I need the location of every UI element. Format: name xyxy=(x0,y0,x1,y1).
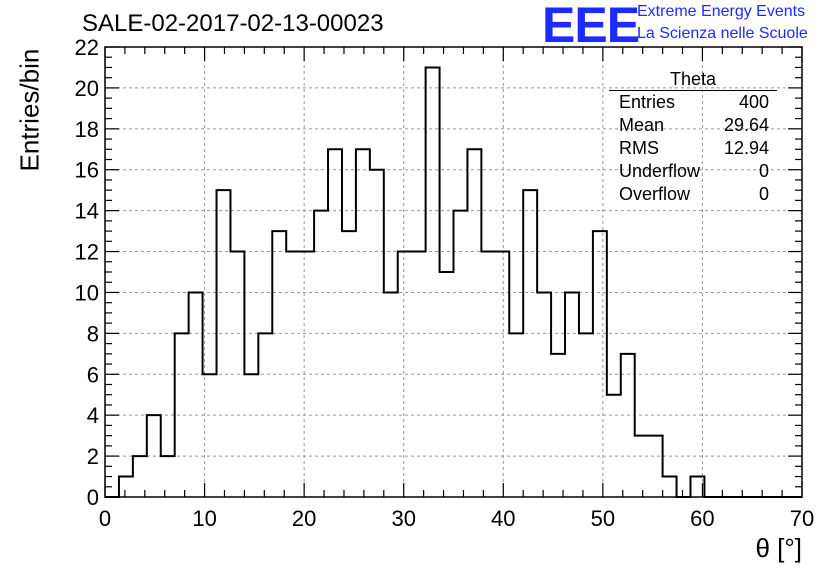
stats-value: 400 xyxy=(738,92,769,112)
histogram-outline xyxy=(105,66,802,498)
logo-tagline-1: Extreme Energy Events xyxy=(637,3,806,20)
stats-value: 29.64 xyxy=(723,115,769,135)
stats-label: Overflow xyxy=(619,184,691,204)
histogram-bin xyxy=(175,333,189,497)
histogram-bin xyxy=(189,292,203,497)
stats-row-mean: Mean 29.64 xyxy=(609,114,777,137)
y-tick-label: 20 xyxy=(75,76,99,101)
axis-ticks xyxy=(104,46,803,498)
histogram-bin xyxy=(258,333,272,497)
y-tick-label: 14 xyxy=(75,199,99,224)
x-tick-label: 70 xyxy=(790,506,814,531)
histogram-bin xyxy=(119,477,133,497)
y-tick-label: 0 xyxy=(87,485,99,510)
stats-row-entries: Entries 400 xyxy=(609,91,777,114)
y-tick-label: 16 xyxy=(75,158,99,183)
histogram-bin xyxy=(203,374,217,497)
x-tick-label: 20 xyxy=(292,506,316,531)
histogram-bin xyxy=(537,292,551,497)
histogram-bin xyxy=(426,67,440,497)
y-tick-label: 4 xyxy=(87,403,99,428)
histogram-bin xyxy=(523,190,537,497)
histogram-bin xyxy=(467,149,481,497)
logo-tagline-2: La Scienza nelle Scuole xyxy=(637,25,808,42)
x-tick-label: 60 xyxy=(690,506,714,531)
histogram-bin xyxy=(356,149,370,497)
stats-value: 0 xyxy=(758,161,769,181)
stats-value: 12.94 xyxy=(723,138,769,158)
stats-label: Underflow xyxy=(619,161,701,181)
histogram-bin xyxy=(551,354,565,497)
histogram-bin xyxy=(217,190,231,497)
histogram-bin xyxy=(663,477,677,497)
x-tick-label: 0 xyxy=(99,506,111,531)
y-axis-label: Entries/bin xyxy=(14,48,45,172)
histogram-bin xyxy=(244,374,258,497)
histogram-bin xyxy=(454,211,468,497)
x-axis-label: θ [°] xyxy=(755,533,802,563)
histogram-bin xyxy=(565,292,579,497)
histogram-bin xyxy=(314,211,328,497)
x-tick-label: 40 xyxy=(491,506,515,531)
histogram-bin xyxy=(384,292,398,497)
y-tick-label: 2 xyxy=(87,444,99,469)
histogram-bin xyxy=(649,436,663,497)
y-tick-label: 22 xyxy=(75,35,99,60)
y-tick-label: 12 xyxy=(75,240,99,265)
y-tick-label: 18 xyxy=(75,117,99,142)
histogram-bin xyxy=(161,456,175,497)
histogram-bin xyxy=(440,272,454,497)
stats-title: Theta xyxy=(609,68,777,91)
y-tick-label: 8 xyxy=(87,321,99,346)
histogram-bin xyxy=(342,231,356,497)
chart-title: SALE-02-2017-02-13-00023 xyxy=(82,10,384,37)
axis-tick-labels: 0 10 20 30 40 50 60 70 0 2 4 6 8 10 12 14 16 18 20 22 xyxy=(75,35,815,531)
histogram-bin xyxy=(635,436,649,497)
eee-logo: EEE xyxy=(542,0,640,53)
histogram-bin xyxy=(272,231,286,497)
histogram-bin xyxy=(300,252,314,497)
stats-box: Theta Entries 400 Mean 29.64 RMS 12.94 U… xyxy=(609,68,777,206)
x-tick-label: 50 xyxy=(591,506,615,531)
histogram-bin xyxy=(593,231,607,497)
stats-label: Mean xyxy=(619,115,665,135)
stats-value: 0 xyxy=(758,184,769,204)
stats-label: Entries xyxy=(619,92,676,112)
x-tick-label: 10 xyxy=(192,506,216,531)
y-tick-label: 10 xyxy=(75,280,99,305)
y-tick-label: 6 xyxy=(87,362,99,387)
histogram-bin xyxy=(607,395,621,497)
stats-row-overflow: Overflow 0 xyxy=(609,183,777,206)
stats-label: RMS xyxy=(619,138,659,158)
histogram-bin xyxy=(328,149,342,497)
histogram-bars xyxy=(105,66,802,498)
stats-row-rms: RMS 12.94 xyxy=(609,137,777,160)
histogram-bin xyxy=(621,354,635,497)
x-tick-label: 30 xyxy=(391,506,415,531)
stats-row-underflow: Underflow 0 xyxy=(609,160,777,183)
